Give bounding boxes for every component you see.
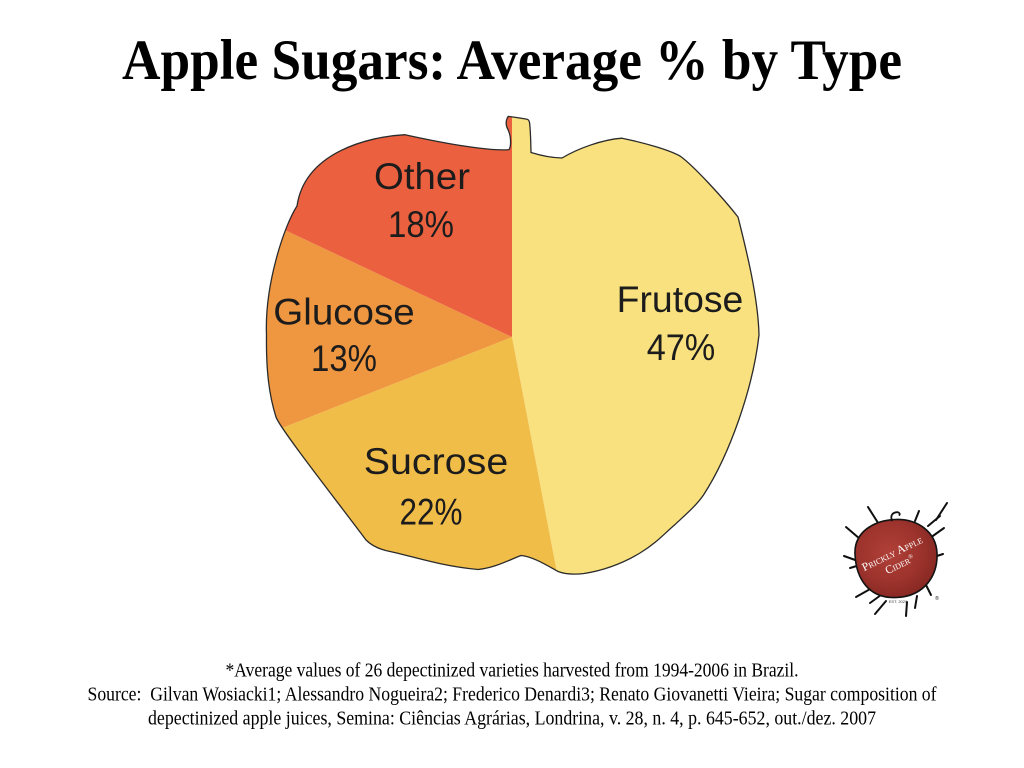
svg-text:Glucose: Glucose — [273, 292, 415, 333]
svg-text:22%: 22% — [400, 492, 463, 533]
svg-text:EST. 2020: EST. 2020 — [889, 599, 908, 604]
svg-text:Frutose: Frutose — [617, 279, 744, 320]
svg-text:18%: 18% — [388, 204, 454, 245]
svg-text:®: ® — [935, 595, 939, 602]
svg-text:Apple Sugars: Average % by Typ: Apple Sugars: Average % by Type — [122, 29, 902, 92]
svg-text:Sucrose: Sucrose — [364, 441, 509, 482]
svg-text:*Average values of 26 depectin: *Average values of 26 depectinized varie… — [226, 660, 799, 682]
svg-text:Other: Other — [374, 156, 470, 197]
svg-text:depectinized apple juices, Sem: depectinized apple juices, Semina: Ciênc… — [148, 708, 876, 730]
svg-text:47%: 47% — [647, 327, 716, 368]
svg-text:13%: 13% — [311, 338, 377, 379]
svg-text:Source: Gilvan Wosiacki1; Ale: Source: Gilvan Wosiacki1; Alessandro Nog… — [88, 684, 937, 706]
